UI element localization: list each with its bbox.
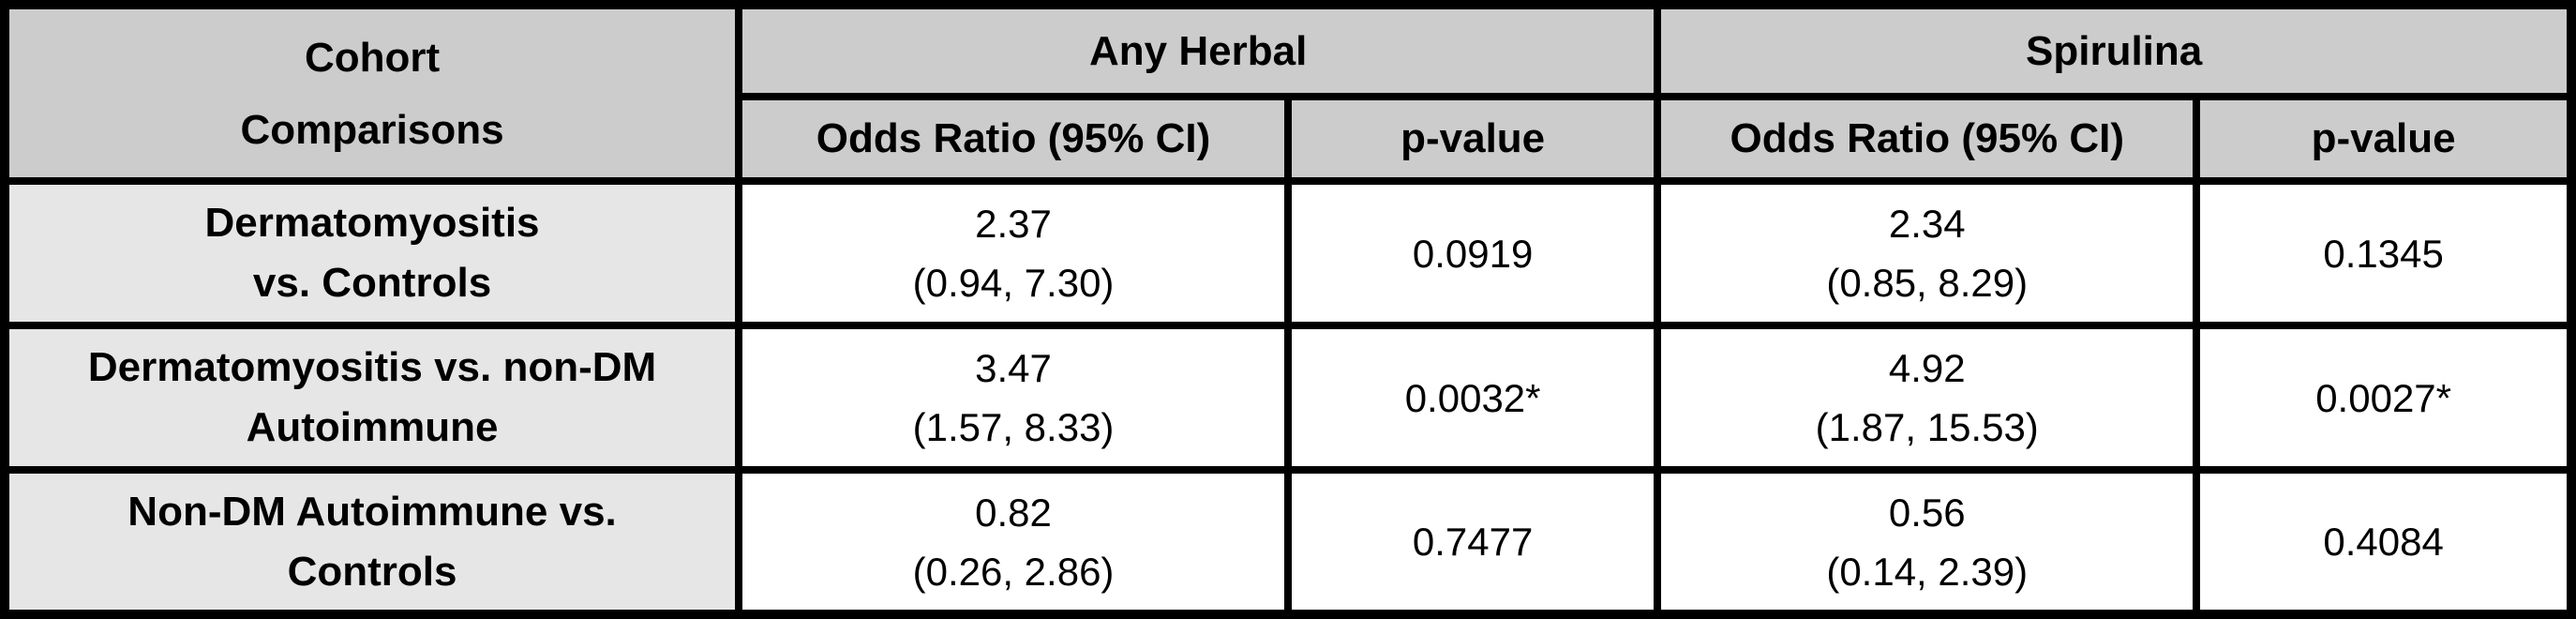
cell-nondm-controls-spirulina-p: 0.4084 xyxy=(2193,466,2575,618)
group-header-row: Cohort Comparisons Any Herbal Spirulina xyxy=(0,1,2575,185)
cell-nondm-controls-anyherbal-p: 0.7477 xyxy=(1283,466,1662,618)
confidence-interval: (0.85, 8.29) xyxy=(1826,261,2029,305)
table-row-dm-vs-nondm: Dermatomyositis vs. non-DM Autoimmune 3.… xyxy=(0,322,2575,474)
sub-header-row: Odds Ratio (95% CI) p-value Odds Ratio (… xyxy=(5,93,2575,185)
cell-dm-controls-spirulina-p: 0.1345 xyxy=(2193,177,2575,329)
row-label-line2: vs. Controls xyxy=(252,260,492,306)
cell-dm-controls-anyherbal-or: 2.37 (0.94, 7.30) xyxy=(735,177,1292,329)
spirulina-group-header: Spirulina xyxy=(1654,1,2575,100)
p-value: 0.1345 xyxy=(2323,231,2444,276)
row-label-line2: Controls xyxy=(287,548,457,595)
cell-dm-nondm-spirulina-p: 0.0027* xyxy=(2193,322,2575,474)
row-label-nondm-vs-controls: Non-DM Autoimmune vs. Controls xyxy=(0,466,743,618)
table-row-nondm-vs-controls: Non-DM Autoimmune vs. Controls 0.82 (0.2… xyxy=(0,466,2575,618)
cohort-header-line1: Cohort xyxy=(304,34,441,81)
cell-dm-controls-spirulina-or: 2.34 (0.85, 8.29) xyxy=(1654,177,2201,329)
any-herbal-group-header: Any Herbal xyxy=(735,1,1662,100)
cell-dm-nondm-spirulina-or: 4.92 (1.87, 15.53) xyxy=(1654,322,2201,474)
p-value: 0.0032* xyxy=(1404,375,1541,420)
odds-ratio-value: 0.56 xyxy=(1888,490,1966,535)
confidence-interval: (1.87, 15.53) xyxy=(1815,405,2039,449)
any-herbal-p-value-header: p-value xyxy=(1283,93,1662,185)
confidence-interval: (0.14, 2.39) xyxy=(1826,549,2029,594)
cell-nondm-controls-anyherbal-or: 0.82 (0.26, 2.86) xyxy=(735,466,1292,618)
odds-ratio-value: 4.92 xyxy=(1888,346,1966,390)
odds-ratio-value: 3.47 xyxy=(975,346,1052,390)
spirulina-odds-ratio-header: Odds Ratio (95% CI) xyxy=(1654,93,2201,185)
row-label-line1: Non-DM Autoimmune vs. xyxy=(127,488,617,535)
cell-nondm-controls-spirulina-or: 0.56 (0.14, 2.39) xyxy=(1654,466,2201,618)
confidence-interval: (1.57, 8.33) xyxy=(912,405,1115,449)
any-herbal-odds-ratio-header: Odds Ratio (95% CI) xyxy=(735,93,1292,185)
p-value: 0.0919 xyxy=(1412,231,1534,276)
p-value: 0.7477 xyxy=(1412,520,1534,564)
table-row-dm-vs-controls: Dermatomyositis vs. Controls 2.37 (0.94,… xyxy=(0,177,2575,329)
spirulina-p-value-header: p-value xyxy=(2193,93,2575,185)
row-label-dm-vs-controls: Dermatomyositis vs. Controls xyxy=(0,177,743,329)
confidence-interval: (0.94, 7.30) xyxy=(912,261,1115,305)
p-value: 0.4084 xyxy=(2323,520,2444,564)
confidence-interval: (0.26, 2.86) xyxy=(912,549,1115,594)
row-label-line1: Dermatomyositis vs. non-DM xyxy=(87,344,657,391)
cell-dm-controls-anyherbal-p: 0.0919 xyxy=(1283,177,1662,329)
cell-dm-nondm-anyherbal-or: 3.47 (1.57, 8.33) xyxy=(735,322,1292,474)
row-label-line2: Autoimmune xyxy=(246,404,499,450)
row-label-line1: Dermatomyositis xyxy=(204,200,540,247)
odds-ratio-value: 2.37 xyxy=(975,202,1052,246)
row-label-dm-vs-nondm: Dermatomyositis vs. non-DM Autoimmune xyxy=(0,322,743,474)
odds-ratio-value: 0.82 xyxy=(975,490,1052,535)
cohort-comparisons-header: Cohort Comparisons xyxy=(0,1,743,185)
cohort-header-line2: Comparisons xyxy=(240,106,504,153)
p-value: 0.0027* xyxy=(2315,375,2452,420)
cell-dm-nondm-anyherbal-p: 0.0032* xyxy=(1283,322,1662,474)
odds-ratio-value: 2.34 xyxy=(1888,202,1966,246)
